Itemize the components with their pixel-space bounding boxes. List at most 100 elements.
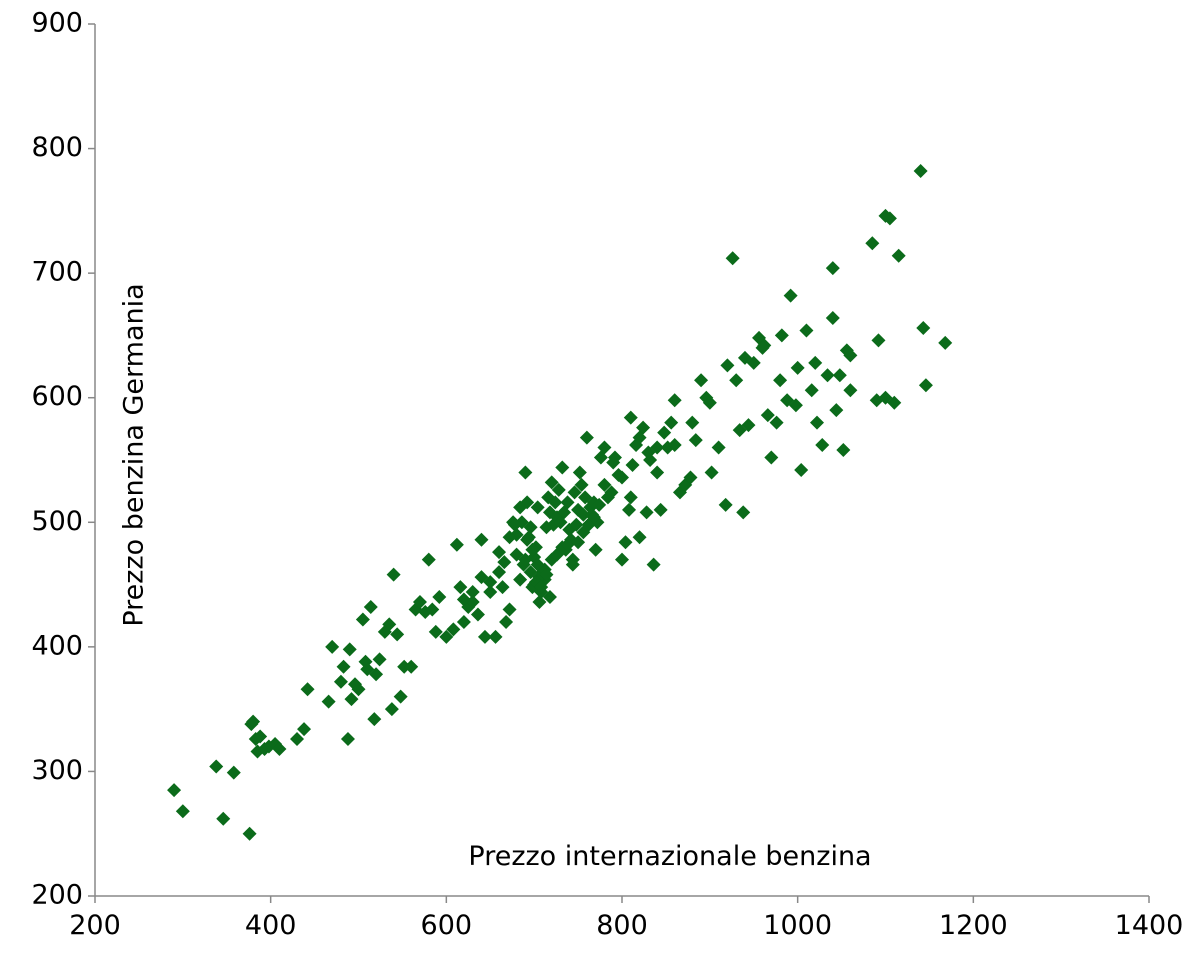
data-point bbox=[477, 629, 492, 644]
data-point bbox=[390, 627, 405, 642]
data-point bbox=[704, 465, 719, 480]
data-point bbox=[456, 614, 471, 629]
data-point bbox=[425, 602, 440, 617]
data-point bbox=[300, 682, 315, 697]
data-point bbox=[470, 607, 485, 622]
x-tick-label: 600 bbox=[421, 910, 473, 941]
y-tick-label: 300 bbox=[31, 755, 83, 786]
data-point bbox=[336, 659, 351, 674]
data-point bbox=[342, 642, 357, 657]
data-point bbox=[702, 395, 717, 410]
data-point bbox=[382, 617, 397, 632]
data-point bbox=[871, 333, 886, 348]
data-point bbox=[664, 415, 679, 430]
x-tick-label: 1400 bbox=[1115, 910, 1184, 941]
data-point bbox=[718, 497, 733, 512]
data-point bbox=[532, 595, 547, 610]
data-point bbox=[321, 694, 336, 709]
data-point bbox=[499, 614, 514, 629]
data-point bbox=[369, 667, 384, 682]
y-tick-label: 400 bbox=[31, 630, 83, 661]
y-axis-title: Prezzo benzina Germania bbox=[119, 283, 150, 626]
data-point bbox=[404, 659, 419, 674]
data-point bbox=[622, 502, 637, 517]
data-point bbox=[530, 500, 545, 515]
data-point bbox=[592, 497, 607, 512]
data-point bbox=[483, 575, 498, 590]
data-point bbox=[615, 552, 629, 567]
data-point bbox=[586, 510, 601, 525]
data-point bbox=[569, 517, 584, 532]
data-point bbox=[520, 532, 535, 547]
data-point bbox=[393, 689, 408, 704]
data-point bbox=[555, 460, 570, 475]
data-point bbox=[355, 612, 370, 627]
data-point bbox=[588, 542, 603, 557]
data-point bbox=[465, 585, 480, 600]
data-point bbox=[720, 358, 735, 373]
data-point bbox=[694, 373, 709, 388]
data-point bbox=[456, 592, 471, 607]
data-point bbox=[167, 783, 182, 798]
data-point bbox=[572, 465, 587, 480]
data-point bbox=[667, 438, 682, 453]
data-point bbox=[534, 580, 549, 595]
data-point bbox=[576, 507, 591, 522]
data-point bbox=[340, 732, 355, 747]
data-point bbox=[799, 323, 814, 338]
data-point bbox=[597, 440, 612, 455]
data-point bbox=[836, 443, 851, 458]
data-point bbox=[597, 477, 612, 492]
data-point bbox=[657, 425, 672, 440]
y-tick-label: 900 bbox=[31, 8, 83, 39]
x-axis-title: Prezzo internazionale benzina bbox=[468, 841, 871, 872]
data-point bbox=[913, 163, 928, 178]
data-point bbox=[574, 477, 589, 492]
data-point bbox=[773, 373, 788, 388]
x-tick-label: 1200 bbox=[939, 910, 1008, 941]
data-point bbox=[683, 470, 698, 485]
x-tick-label: 400 bbox=[245, 910, 297, 941]
data-point bbox=[650, 465, 665, 480]
data-point bbox=[544, 475, 559, 490]
data-point bbox=[226, 765, 241, 780]
data-point bbox=[518, 465, 533, 480]
data-point bbox=[253, 729, 268, 744]
data-point bbox=[492, 545, 507, 560]
data-point bbox=[736, 505, 751, 520]
data-point bbox=[604, 485, 619, 500]
data-point bbox=[641, 445, 656, 460]
data-point bbox=[711, 440, 726, 455]
data-point bbox=[829, 403, 844, 418]
data-point bbox=[832, 368, 847, 383]
data-point bbox=[412, 595, 427, 610]
y-tick-label: 800 bbox=[31, 132, 83, 163]
data-point bbox=[606, 455, 621, 470]
data-point bbox=[843, 383, 858, 398]
data-point bbox=[384, 702, 399, 717]
data-point bbox=[297, 722, 312, 737]
data-point bbox=[432, 590, 447, 605]
data-point bbox=[372, 652, 387, 667]
data-point bbox=[729, 373, 744, 388]
data-point bbox=[618, 535, 633, 550]
y-tick-label: 600 bbox=[31, 381, 83, 412]
data-point bbox=[615, 470, 629, 485]
data-point bbox=[825, 261, 840, 276]
data-point bbox=[737, 350, 752, 365]
data-point bbox=[363, 599, 378, 614]
data-point bbox=[882, 211, 897, 226]
data-point bbox=[542, 590, 557, 605]
data-point bbox=[667, 393, 682, 408]
y-axis: 200 300 400 500 600 700 800 900 bbox=[31, 8, 96, 911]
data-point bbox=[788, 398, 803, 413]
data-point bbox=[509, 527, 524, 542]
data-point bbox=[764, 450, 779, 465]
data-point bbox=[428, 624, 443, 639]
data-point bbox=[488, 629, 503, 644]
data-point bbox=[632, 430, 647, 445]
data-point bbox=[497, 555, 512, 570]
data-point bbox=[938, 335, 953, 350]
x-tick-label: 200 bbox=[69, 910, 121, 941]
data-point bbox=[815, 438, 830, 453]
